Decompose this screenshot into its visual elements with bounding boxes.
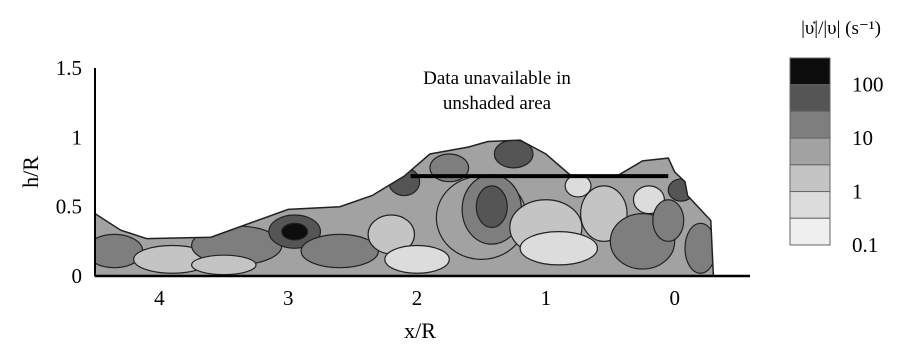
colorbar-tick-label: 1 bbox=[852, 180, 863, 204]
contour-patch bbox=[388, 167, 421, 197]
colorbar-title: |υ̇|/|υ| (s⁻¹) bbox=[801, 18, 881, 39]
colorbar-swatch bbox=[789, 217, 831, 246]
colorbar-tick-label: 100 bbox=[852, 73, 884, 97]
contour-patch bbox=[191, 254, 257, 276]
contour-patch bbox=[300, 233, 380, 269]
x-tick-label: 1 bbox=[541, 286, 552, 310]
colorbar-swatch bbox=[789, 57, 831, 86]
y-tick-label: 1 bbox=[72, 125, 83, 149]
colorbar-swatch bbox=[789, 191, 831, 219]
contour-patch bbox=[384, 244, 450, 274]
x-axis-label: x/R bbox=[404, 318, 436, 343]
terrain-outline bbox=[94, 139, 715, 277]
x-tick-labels: 4 3 2 1 0 bbox=[154, 286, 680, 310]
contour-patch bbox=[652, 199, 685, 242]
contour-patch bbox=[475, 185, 508, 229]
y-tick-labels: 1.5 1 0.5 0 bbox=[56, 56, 82, 288]
colorbar-tick-label: 10 bbox=[852, 126, 873, 150]
colorbar bbox=[789, 57, 831, 246]
x-tick-label: 0 bbox=[669, 286, 680, 310]
contour-patch bbox=[684, 222, 714, 274]
colorbar-tick-label: 0.1 bbox=[852, 233, 878, 257]
x-tick-label: 3 bbox=[283, 286, 294, 310]
colorbar-swatch bbox=[789, 110, 831, 139]
colorbar-swatch bbox=[789, 164, 831, 193]
annotation-line-1: Data unavailable in bbox=[423, 68, 571, 89]
colorbar-tick-labels: 100 10 1 0.1 bbox=[852, 73, 884, 257]
y-tick-label: 1.5 bbox=[56, 56, 82, 80]
colorbar-swatch bbox=[789, 137, 831, 166]
y-axis-label: h/R bbox=[18, 156, 43, 188]
y-tick-label: 0.5 bbox=[56, 195, 82, 219]
colorbar-swatch bbox=[789, 84, 831, 112]
contour-shaded-region bbox=[94, 139, 715, 277]
x-tick-label: 4 bbox=[154, 286, 165, 310]
annotation-line-2: unshaded area bbox=[443, 93, 552, 114]
contour-patch bbox=[281, 222, 309, 241]
x-tick-label: 2 bbox=[412, 286, 423, 310]
contour-patch bbox=[519, 231, 599, 266]
y-tick-label: 0 bbox=[72, 264, 83, 288]
